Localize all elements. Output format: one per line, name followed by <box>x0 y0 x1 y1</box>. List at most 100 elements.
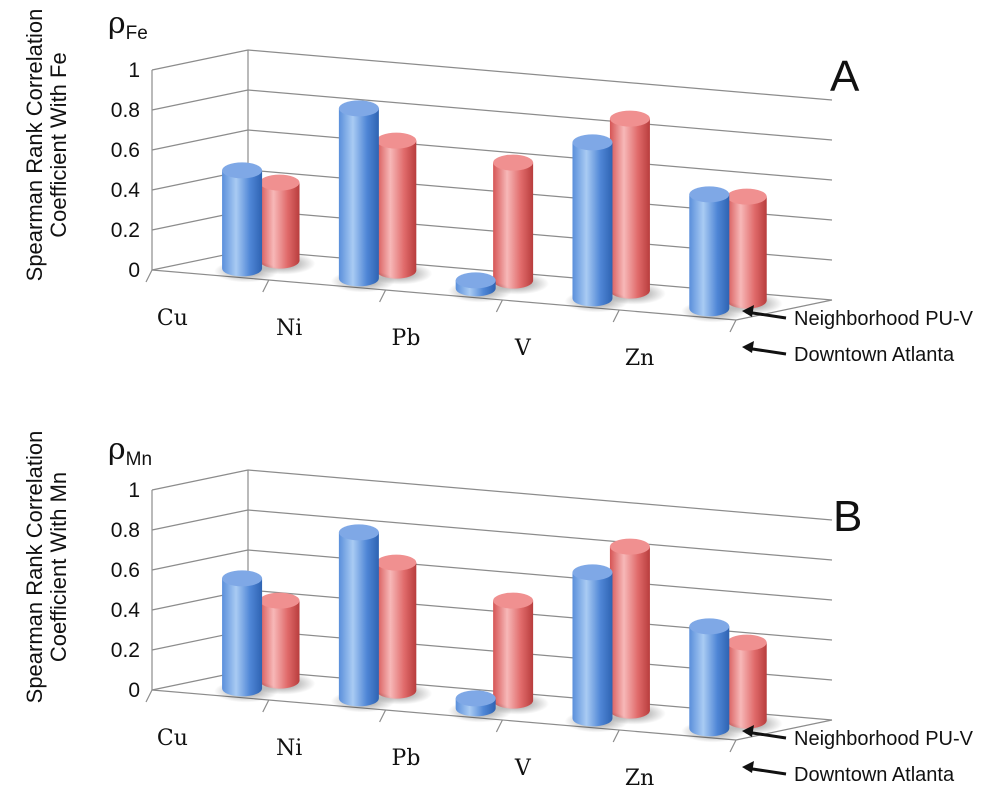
back-wall-gridline <box>247 89 833 141</box>
bar-v-downtown <box>572 142 613 307</box>
bar-cu-downtown <box>222 170 263 277</box>
bar-cu-neighborhood <box>259 600 300 689</box>
bar-zn-downtown <box>689 194 730 317</box>
x-tick-mark <box>729 319 737 333</box>
y-tick-label: 0.2 <box>111 639 140 662</box>
back-wall-gridline <box>247 129 833 181</box>
x-tick-label: Cu <box>157 306 188 331</box>
bar-pb-neighborhood <box>493 600 534 709</box>
bar-v-downtown <box>572 572 613 727</box>
bar-top <box>376 132 417 149</box>
chart-svg: 0 0.2 0.4 0.6 0.8 1 Cu Ni Pb V Zn Neighborhood PU-V… <box>111 49 974 371</box>
bar-top <box>493 592 534 609</box>
y-tick-label: 0.6 <box>111 559 140 582</box>
x-tick-label: Zn <box>625 346 654 371</box>
x-tick-label: V <box>514 756 532 781</box>
bar-pb-neighborhood <box>493 162 534 289</box>
x-tick-label: Zn <box>625 766 654 791</box>
bar-v-neighborhood <box>609 118 650 299</box>
bar-top <box>259 592 300 609</box>
y-tick-label: 0.4 <box>111 179 141 202</box>
x-tick-mark <box>262 279 270 293</box>
bar-top <box>609 538 650 555</box>
legend-arrow <box>745 310 787 320</box>
x-tick-mark <box>612 729 620 743</box>
chart-panel-a: Spearman Rank Correlation Coefficient Wi… <box>22 6 974 371</box>
side-wall-gridline <box>151 509 249 531</box>
bar-zn-neighborhood <box>726 642 767 729</box>
x-tick-mark <box>262 699 270 713</box>
bar-zn-neighborhood <box>726 196 767 309</box>
panel-label: B <box>833 492 863 541</box>
bar-top <box>455 690 496 707</box>
x-tick-label: V <box>514 336 532 361</box>
legend-label: Downtown Atlanta <box>794 764 955 786</box>
chart-svg: 0 0.2 0.4 0.6 0.8 1 Cu Ni Pb V Zn Neighborhood PU-V… <box>111 469 974 791</box>
x-tick-label: Pb <box>392 746 421 771</box>
bar-top <box>572 564 613 581</box>
side-wall-gridline <box>151 469 249 491</box>
y-tick-label: 0.8 <box>111 99 140 122</box>
side-wall-gridline <box>151 89 249 111</box>
bar-top <box>259 174 300 191</box>
y-tick-label: 1 <box>128 59 140 82</box>
x-tick-label: Ni <box>276 736 302 761</box>
bar-top <box>726 188 767 205</box>
bar-zn-downtown <box>689 626 730 737</box>
x-tick-label: Ni <box>276 316 302 341</box>
bar-top <box>338 100 379 117</box>
back-wall-gridline <box>247 589 833 641</box>
x-tick-mark <box>379 289 387 303</box>
legend-arrowhead <box>742 305 754 317</box>
legend-label: Downtown Atlanta <box>794 344 955 366</box>
x-tick-mark <box>495 719 503 733</box>
bar-top <box>376 554 417 571</box>
x-tick-mark <box>145 269 153 283</box>
bar-top <box>689 186 730 203</box>
chart-panel-b: Spearman Rank Correlation Coefficient Wi… <box>0 402 1000 804</box>
back-wall-gridline <box>247 509 833 561</box>
bar-top <box>222 570 263 587</box>
bar-ni-downtown <box>338 108 379 287</box>
bar-top <box>222 162 263 179</box>
x-tick-mark <box>495 299 503 313</box>
bar-top <box>338 524 379 541</box>
legend-arrowhead <box>742 341 754 353</box>
legend-arrowhead <box>742 761 754 773</box>
bar-top <box>609 110 650 127</box>
bar-ni-neighborhood <box>376 140 417 279</box>
back-wall-gridline <box>247 469 833 521</box>
y-tick-label: 0.8 <box>111 519 140 542</box>
y-tick-label: 0 <box>128 679 140 702</box>
bar-top <box>493 154 534 171</box>
side-wall-gridline <box>151 129 249 151</box>
side-wall-gridline <box>151 49 249 71</box>
legend-arrow <box>745 730 787 740</box>
bar-cu-downtown <box>222 578 263 697</box>
y-tick-label: 0.6 <box>111 139 140 162</box>
bar-top <box>689 618 730 635</box>
bar-v-neighborhood <box>609 546 650 719</box>
bar-cu-neighborhood <box>259 182 300 269</box>
back-wall-gridline <box>247 549 833 601</box>
y-tick-label: 0.4 <box>111 599 141 622</box>
y-tick-label: 0.2 <box>111 219 140 242</box>
rho-symbol: ρMn <box>108 432 153 470</box>
legend-arrowhead <box>742 725 754 737</box>
y-tick-label: 0 <box>128 259 140 282</box>
x-tick-mark <box>145 689 153 703</box>
x-tick-mark <box>379 709 387 723</box>
legend-label: Neighborhood PU-V <box>794 728 974 750</box>
panel-label: A <box>830 52 860 101</box>
bar-top <box>726 634 767 651</box>
x-tick-label: Pb <box>392 326 421 351</box>
legend-arrow <box>745 346 787 356</box>
side-wall-gridline <box>151 549 249 571</box>
x-tick-label: Cu <box>157 726 188 751</box>
bar-top <box>455 272 496 289</box>
back-wall-gridline <box>247 49 833 101</box>
x-tick-mark <box>729 739 737 753</box>
x-tick-mark <box>612 309 620 323</box>
legend-label: Neighborhood PU-V <box>794 308 974 330</box>
bar-top <box>572 134 613 151</box>
